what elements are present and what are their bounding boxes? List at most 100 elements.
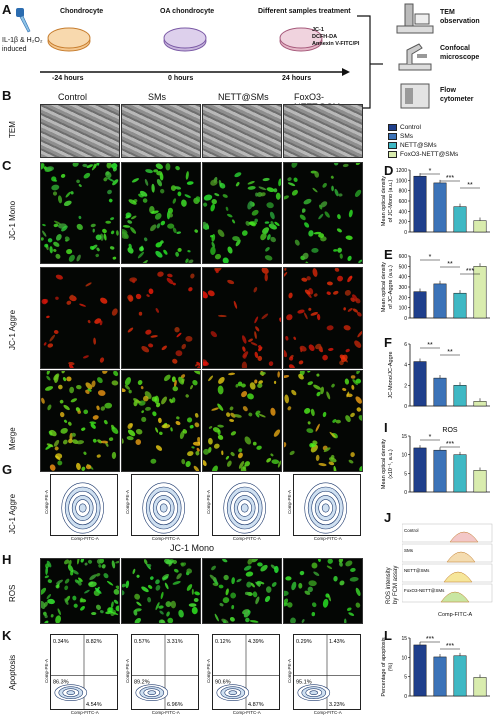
chart-L-sig-label: ***: [426, 636, 434, 643]
chart-L-tick-label: 0: [404, 694, 407, 700]
quadrant-lr-value: 6.96%: [167, 702, 183, 708]
facs-x-axis-label: Comp-FITC-A: [313, 710, 342, 715]
oa-dish-icon: [162, 24, 208, 54]
facs-x-axis-label: Comp-FITC-A: [70, 536, 99, 541]
quadrant-lr-value: 3.23%: [329, 702, 345, 708]
merge-image-nett: [202, 370, 282, 472]
facs-x-axis-label: Comp-FITC-A: [313, 536, 342, 541]
quadrant-ul-value: 0.29%: [296, 639, 312, 645]
chart-I-title: ROS: [442, 427, 458, 434]
chart-I-tick-label: 5: [404, 471, 407, 477]
quadrant-ul-value: 0.57%: [134, 639, 150, 645]
chart-I-tick-label: 0: [404, 490, 407, 496]
jc1-mono-image-foxo3: [283, 162, 363, 264]
chart-I-tick-label: 15: [401, 434, 407, 440]
chart-I-tick-label: 10: [401, 453, 407, 459]
quadrant-ur-value: 4.39%: [248, 639, 264, 645]
tem-image-sms: [121, 104, 201, 158]
panel-label-j: J: [384, 510, 392, 525]
time-minus24: -24 hours: [52, 75, 84, 82]
quadrant-ll-value: 86.3%: [53, 680, 69, 686]
apop-facs-plot-nett: 0.12% 4.39% 90.6% 4.87% Comp-FITC-A Comp-PE-A: [206, 634, 280, 715]
chart-D-ylabel: of JC-Mono (a.u.): [388, 179, 394, 222]
ros-hist-label-nett: NETT@SMs: [404, 568, 430, 573]
chart-D-bar-control: [413, 175, 427, 233]
jc1-facs-plot-control: Comp-FITC-A Comp-PE-A: [44, 474, 118, 541]
chart-F-tick-label: 2: [404, 383, 407, 389]
panel-label-i: I: [384, 420, 388, 435]
panel-label-d: D: [384, 163, 394, 178]
chart-F-tick-label: 0: [404, 404, 407, 410]
ros-hist-peak-sms: [446, 551, 476, 563]
chart-I-bar-foxo3: [473, 470, 487, 493]
ros-image-control: [40, 558, 120, 624]
chart-D-sig-label: ***: [446, 175, 454, 182]
out-flow: Flow cytometer: [440, 87, 474, 103]
jc1-facs-plot-nett: Comp-FITC-A Comp-PE-A: [206, 474, 280, 541]
apop-facs-plot-foxo3: 0.29% 1.43% 95.1% 3.23% Comp-FITC-A Comp-PE-A: [287, 634, 361, 715]
step3-label: Different samples treatment: [258, 8, 351, 15]
chart-D-tick-label: 200: [399, 220, 408, 226]
jc1-mono-image-sms: [121, 162, 201, 264]
chart-I-ylabel: (x10⁻¹, a.u.): [388, 449, 394, 479]
legend-item-sms: SMs: [388, 132, 498, 141]
ros-hist-xlabel: Comp-FITC-A: [438, 612, 473, 618]
chart-F-sig-label: **: [427, 342, 433, 349]
chart-E-tick-label: 300: [399, 285, 408, 291]
chart-F-bar-foxo3: [473, 401, 487, 407]
jc1-mono-image-control: [40, 162, 120, 264]
legend-item-control: Control: [388, 123, 498, 132]
group-header-control: Control: [58, 92, 88, 102]
chart-F-tick-label: 4: [404, 363, 407, 369]
ros-hist-row: [402, 543, 493, 563]
facs-x-axis-label: Comp-FITC-A: [232, 536, 261, 541]
step1-label: Chondrocyte: [60, 8, 104, 15]
quadrant-ur-value: 3.31%: [167, 639, 183, 645]
panel-label-k: K: [2, 628, 12, 643]
cytometer-icon: [395, 80, 435, 110]
chart-E-sig-label: *: [429, 254, 432, 261]
ros-hist-row: [402, 523, 493, 543]
quadrant-lr-value: 4.54%: [86, 702, 102, 708]
tem-image-foxo3: [283, 104, 363, 158]
panel-label-g: G: [2, 462, 13, 477]
chart-D-tick-label: 0: [404, 230, 407, 236]
tem-instrument-icon: [395, 2, 435, 34]
jc1-mono-axis-label: JC-1 Mono: [170, 543, 215, 553]
chart-E-tick-label: 100: [399, 306, 408, 312]
assay-list: JC-1 DCFH-DA Annexin V-FITC/PI: [312, 27, 360, 47]
quadrant-ll-value: 95.1%: [296, 680, 312, 686]
pipette-icon: [14, 6, 42, 36]
chart-L-sig-label: ***: [446, 643, 454, 650]
quadrant-ll-value: 89.2%: [134, 680, 150, 686]
ros-hist-ylabel: ROS intensity by FCM assay: [386, 565, 399, 604]
panel-label-e: E: [384, 247, 393, 262]
quadrant-ur-value: 1.43%: [329, 639, 345, 645]
ros-hist-peak-control: [449, 531, 479, 543]
jc1-mono-image-nett: [202, 162, 282, 264]
ros-hist-peak-foxo3: [440, 591, 470, 603]
chart-F-bar-sms: [433, 377, 447, 407]
chart-D-bar-nett: [453, 206, 467, 233]
chart-D-tick-label: 400: [399, 209, 408, 215]
chart-L-tick-label: 10: [401, 655, 407, 661]
chart-E-ylabel: of JC-Aggre (a.u.): [388, 265, 394, 309]
chart-F-tick-label: 6: [404, 342, 407, 348]
chart-D-tick-label: 1000: [396, 178, 407, 184]
time-0: 0 hours: [168, 75, 194, 82]
chart-D-tick-label: 800: [399, 189, 408, 195]
time-24: 24 hours: [282, 75, 312, 82]
chart-E-bar-control: [413, 291, 427, 319]
chart-D-sig-label: *: [429, 168, 432, 175]
group-header-sms: SMs: [148, 92, 166, 102]
chart-E-sig-label: **: [447, 261, 453, 268]
quadrant-ul-value: 0.12%: [215, 639, 231, 645]
treatment-dish-icon: [278, 24, 324, 54]
ros-hist-label-sms: SMs: [404, 548, 414, 553]
timeline-arrow: [40, 63, 350, 76]
chart-D-bar-sms: [433, 182, 447, 233]
chondrocyte-dish-icon: [46, 24, 92, 54]
jc1-aggre-image-nett: [202, 267, 282, 369]
chart-E-sig-label: ***: [466, 268, 474, 275]
